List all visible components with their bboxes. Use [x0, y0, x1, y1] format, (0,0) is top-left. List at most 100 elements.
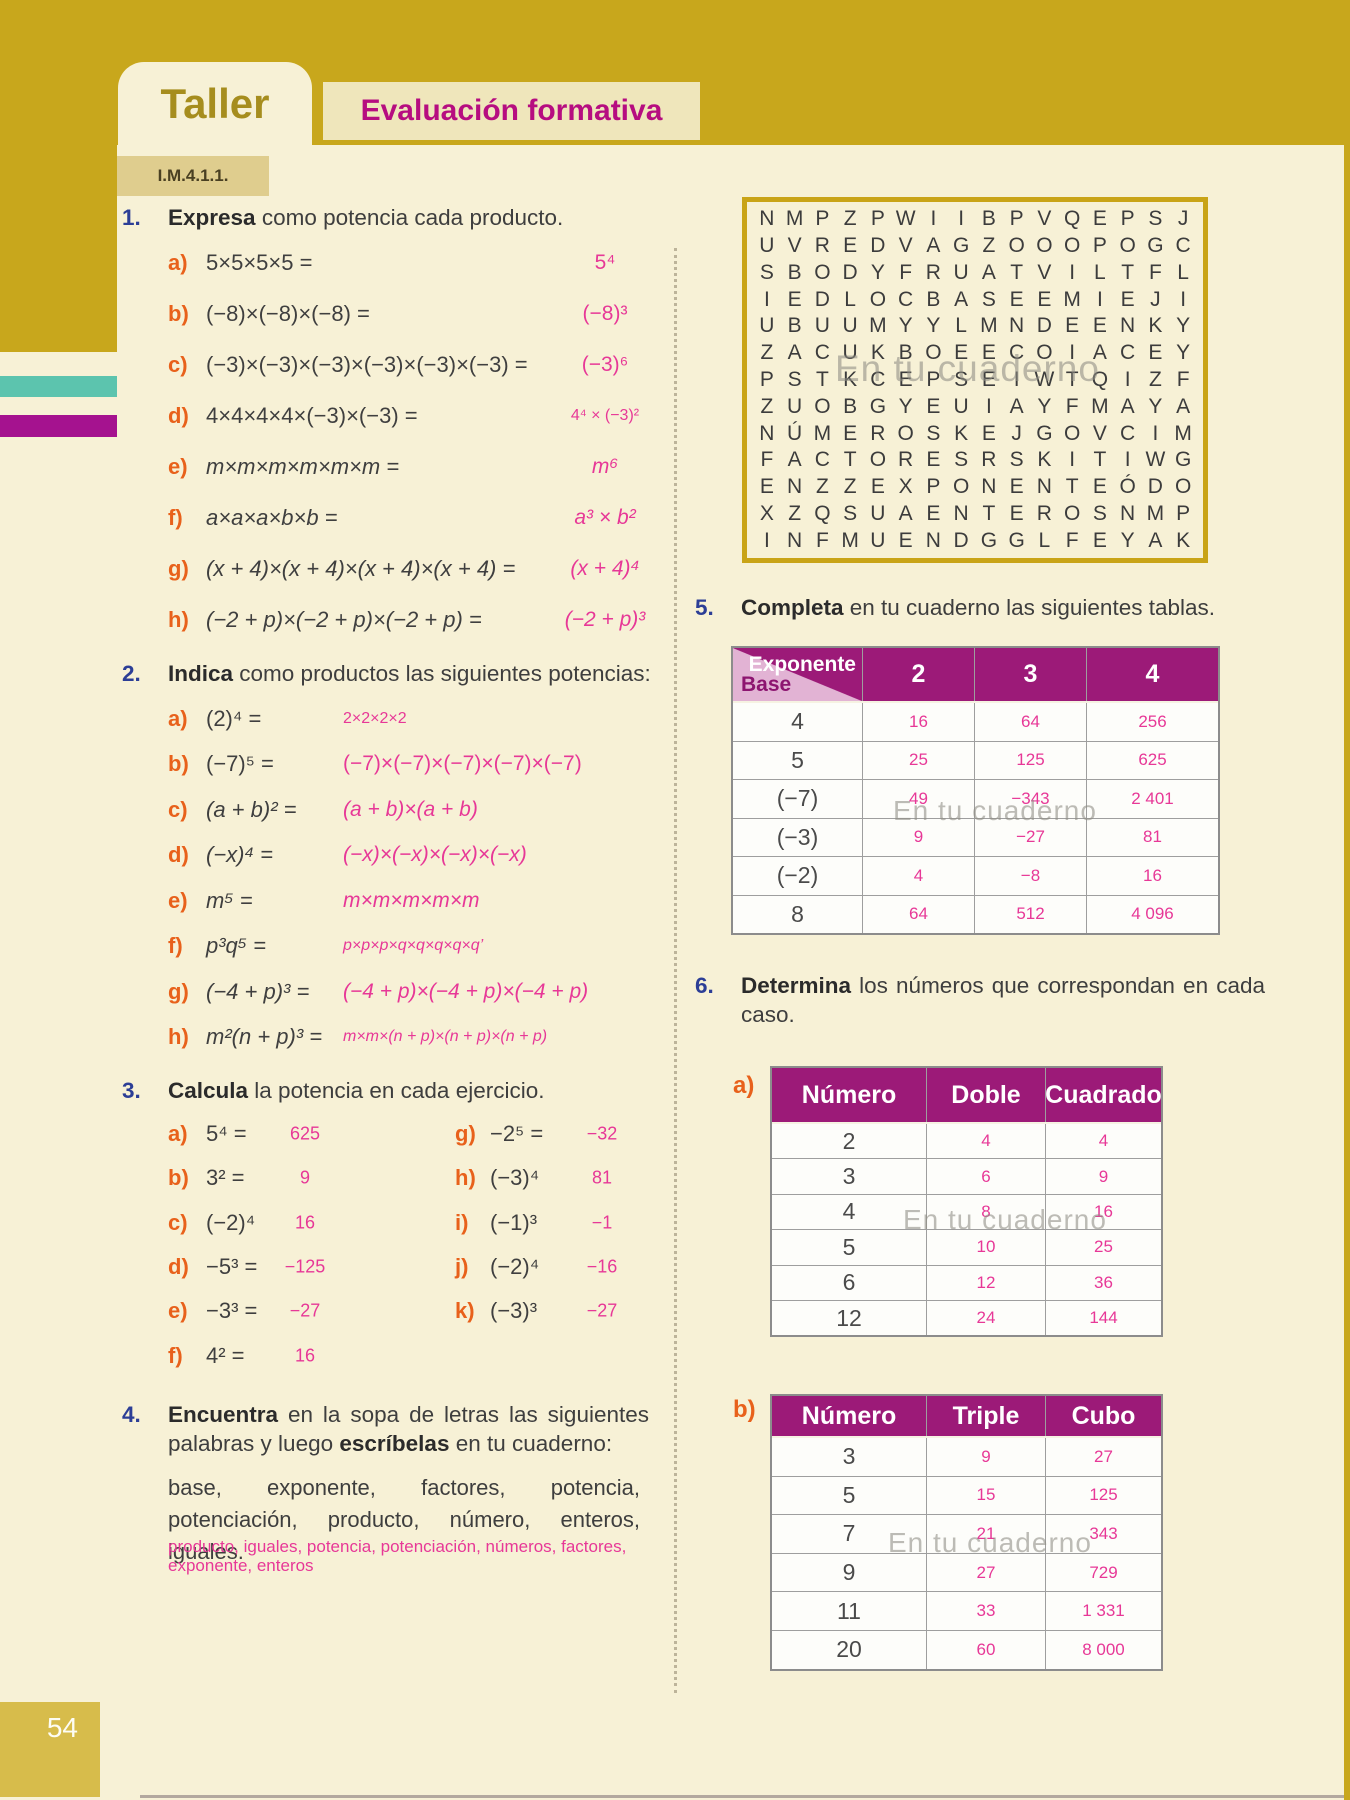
exercise-item: e) m⁵ = m×m×m×m×m [117, 878, 662, 924]
table-answer-cell: 21 [927, 1515, 1046, 1553]
wordsearch-letter: Ó [1119, 475, 1136, 499]
table-row: 3 9 27 [772, 1438, 1161, 1477]
wordsearch-letter: O [1008, 234, 1025, 258]
exercise-1-number: 1. [122, 205, 141, 230]
wordsearch-letter: P [1176, 501, 1191, 525]
wordsearch-letter: E [926, 501, 941, 525]
item-answer: −27 [586, 1300, 618, 1321]
wordsearch-letter: Z [843, 207, 857, 231]
wordsearch-letter: S [954, 448, 969, 472]
wordsearch-letter: O [869, 287, 887, 311]
table-base-cell: 4 [733, 703, 863, 741]
wordsearch-letter: A [926, 234, 941, 258]
table-row: 4 8 16 [772, 1194, 1161, 1231]
item-expression: (x + 4)×(x + 4)×(x + 4)×(x + 4) = [206, 555, 516, 581]
wordsearch-letter: K [870, 341, 885, 365]
wordsearch-letter: U [759, 234, 775, 258]
wordsearch-letter: O [952, 475, 970, 499]
wordsearch-letter: A [787, 341, 802, 365]
table-column-header: Número [772, 1396, 927, 1436]
wordsearch-letter: E [787, 287, 802, 311]
left-gold-block [0, 0, 117, 352]
table-base-cell: 3 [772, 1438, 927, 1476]
table-answer-cell: 9 [863, 818, 975, 856]
wordsearch-letter: N [953, 501, 969, 525]
exercise-3-right-column: g) −2⁵ = −32 h) (−3)⁴ 81 i) (−1)³ −1 j) (−2)⁴ −16 k)… [117, 1112, 662, 1380]
wordsearch-letter: T [1065, 475, 1079, 499]
wordsearch-letter: S [926, 421, 941, 445]
table-answer-cell: 6 [927, 1159, 1046, 1194]
wordsearch-letter: J [1177, 207, 1189, 231]
wordsearch-letter: E [1092, 314, 1107, 338]
wordsearch-letter: P [926, 475, 941, 499]
table-answer-cell: 27 [1094, 1446, 1113, 1466]
item-expression: (2)⁴ = [206, 705, 262, 731]
base-exponent-table: Exponente Base 2 3 4 4 16 64 256 5 25 125 625 (−7) 49−… [731, 646, 1220, 935]
item-label: b) [168, 1165, 189, 1191]
exercise-2-heading: 2. Indica como productos las siguientes … [117, 659, 652, 688]
item-answer: −32 [586, 1123, 618, 1144]
item-label: i) [455, 1209, 469, 1235]
table-answer-cell: 4 [863, 857, 975, 895]
wordsearch-letter: T [1010, 260, 1024, 284]
item-label: g) [168, 555, 189, 581]
wordsearch-letter: Y [1176, 314, 1191, 338]
table-corner-cell: Exponente Base [733, 648, 863, 701]
exercise-item: g) −2⁵ = −32 [117, 1112, 662, 1156]
wordsearch-letter: K [1176, 528, 1191, 552]
item-expression: 5×5×5×5 = [206, 249, 313, 275]
wordsearch-letter: Q [1063, 207, 1081, 231]
wordsearch-letter: I [1124, 367, 1131, 391]
item-label: c) [168, 1209, 188, 1235]
wordsearch-letter: A [1176, 394, 1191, 418]
item-expression: (−2)⁴ [490, 1254, 540, 1280]
table-column-header: Triple [927, 1396, 1046, 1436]
page-number: 54 [46, 1712, 78, 1743]
exercise-3-number: 3. [122, 1078, 141, 1103]
exercise-item: e) −3³ = −27 [117, 1289, 662, 1333]
wordsearch-letter: N [787, 528, 803, 552]
exercise-6-number: 6. [695, 973, 714, 998]
exercise-1-text: Expresa como potencia cada producto. [168, 205, 564, 230]
table-answer-cell: 125 [1089, 1485, 1118, 1505]
wordsearch-letter: C [898, 287, 914, 311]
wordsearch-letter: D [870, 234, 886, 258]
wordsearch-letter: S [954, 367, 969, 391]
wordsearch-letter: A [954, 287, 969, 311]
wordsearch-letter: W [1034, 367, 1055, 391]
table-answer-cell: 12 [927, 1265, 1046, 1300]
item-expression: (−x)⁴ = [206, 842, 273, 868]
wordsearch-letter: R [1036, 501, 1052, 525]
table-base-cell: 4 [772, 1194, 927, 1230]
item-answer: (x + 4)⁴ [570, 556, 640, 580]
wordsearch-letter: N [787, 475, 803, 499]
wordsearch-letter: Z [815, 475, 829, 499]
exercise-item: f) a×a×a×b×b = a³ × b² [117, 492, 662, 543]
item-expression: (−3)³ [490, 1298, 538, 1324]
table-answer-cell: 24 [927, 1300, 1046, 1336]
table-answer-cell: 9 [927, 1438, 1046, 1476]
wordsearch-letter: M [869, 314, 887, 338]
table-row: 5 15 125 [772, 1476, 1161, 1516]
wordsearch-letter: A [981, 260, 996, 284]
wordsearch-letter: F [1148, 260, 1162, 284]
item-expression: 3² = [206, 1165, 245, 1191]
item-answer: (−x)×(−x)×(−x)×(−x) [343, 843, 527, 867]
item-label: e) [168, 887, 188, 913]
table-answer-cell: 8 000 [1082, 1639, 1125, 1659]
wordsearch-letter: C [1175, 234, 1191, 258]
table-base-cell: 12 [772, 1300, 927, 1336]
item-answer: a³ × b² [574, 505, 636, 529]
item-answer: (−2 + p)³ [564, 607, 646, 631]
table-answer-cell: 4 [1098, 1131, 1109, 1151]
item-label: h) [168, 606, 189, 632]
item-expression: 5⁴ = [206, 1121, 247, 1147]
wordsearch-letter: N [759, 207, 775, 231]
wordsearch-letter: I [1013, 367, 1020, 391]
wordsearch-letter: I [1069, 341, 1076, 365]
exercise-item: g) (x + 4)×(x + 4)×(x + 4)×(x + 4) = (x + … [117, 543, 662, 594]
wordsearch-letter: P [1009, 207, 1024, 231]
wordsearch-letter: O [1063, 501, 1081, 525]
item-answer: (a + b)×(a + b) [343, 797, 478, 821]
wordsearch-letter: D [1036, 314, 1052, 338]
